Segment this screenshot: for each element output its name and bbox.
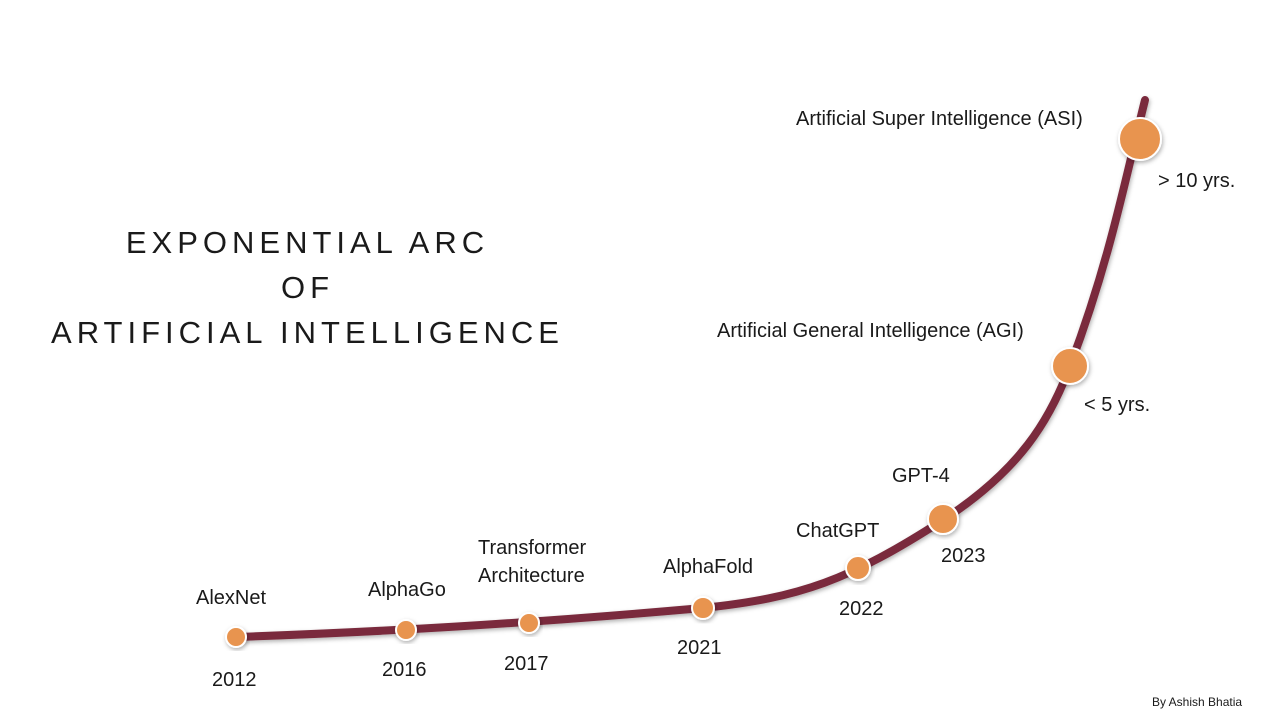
milestone-node-alexnet bbox=[225, 626, 247, 648]
milestone-label-gpt4: GPT-4 bbox=[892, 465, 950, 487]
milestone-year-alphago: 2016 bbox=[382, 659, 427, 681]
milestone-year-agi: < 5 yrs. bbox=[1084, 394, 1151, 416]
milestone-node-transformer bbox=[518, 612, 540, 634]
author-credit: By Ashish Bhatia bbox=[1152, 695, 1243, 709]
title-line-3: ARTIFICIAL INTELLIGENCE bbox=[51, 315, 564, 350]
milestone-label-transformer-line2: Architecture bbox=[478, 565, 585, 587]
milestone-year-asi: > 10 yrs. bbox=[1158, 170, 1236, 192]
milestone-node-alphago bbox=[395, 619, 417, 641]
milestone-year-transformer: 2017 bbox=[504, 653, 549, 675]
milestone-label-chatgpt: ChatGPT bbox=[796, 520, 880, 542]
milestone-node-agi bbox=[1051, 347, 1089, 385]
milestone-node-alphafold bbox=[691, 596, 715, 620]
milestone-label-alexnet: AlexNet bbox=[196, 587, 267, 609]
milestone-year-alexnet: 2012 bbox=[212, 669, 257, 691]
title-line-2: OF bbox=[280, 270, 335, 305]
milestone-label-agi: Artificial General Intelligence (AGI) bbox=[717, 320, 1024, 342]
milestone-year-alphafold: 2021 bbox=[677, 637, 722, 659]
milestone-node-gpt4 bbox=[927, 503, 959, 535]
milestone-year-chatgpt: 2022 bbox=[839, 598, 884, 620]
milestone-label-asi: Artificial Super Intelligence (ASI) bbox=[796, 108, 1083, 130]
exponential-curve bbox=[232, 96, 1149, 641]
milestone-label-transformer-line1: Transformer bbox=[478, 537, 587, 559]
milestone-node-asi bbox=[1118, 117, 1162, 161]
title-line-1: EXPONENTIAL ARC bbox=[125, 225, 490, 260]
milestone-label-alphafold: AlphaFold bbox=[663, 556, 754, 578]
milestone-node-chatgpt bbox=[845, 555, 871, 581]
milestone-label-alphago: AlphaGo bbox=[368, 579, 446, 601]
milestone-nodes bbox=[225, 117, 1162, 648]
milestone-year-gpt4: 2023 bbox=[941, 545, 986, 567]
